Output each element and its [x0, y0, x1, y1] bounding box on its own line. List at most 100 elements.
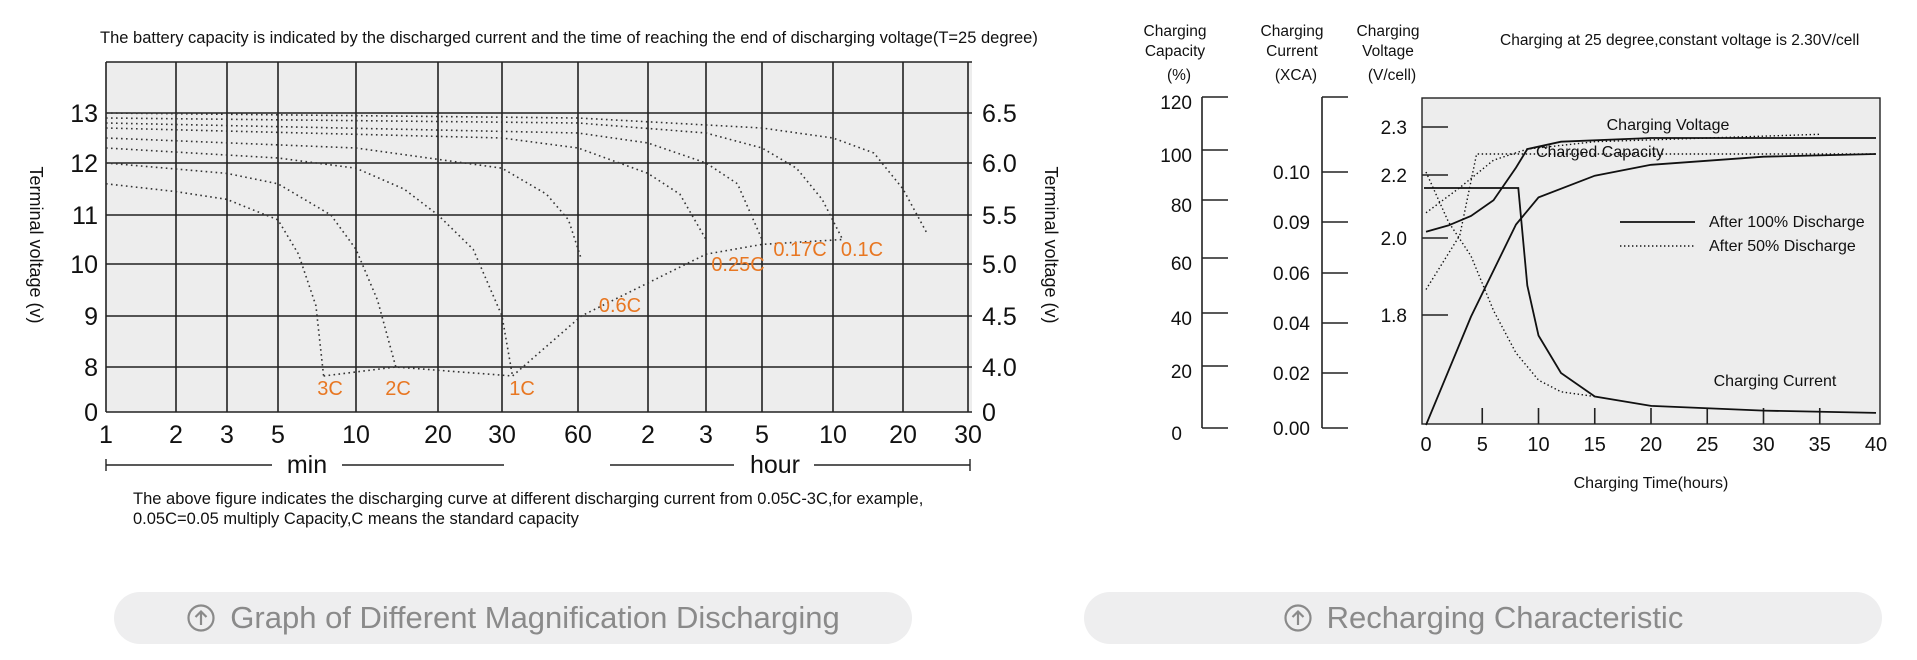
series-label-0-6c: 0.6C — [599, 295, 641, 317]
capacity-tick-label: 80 — [1171, 196, 1192, 217]
x-tick-label: 10 — [1527, 434, 1549, 456]
series-line-3c — [105, 183, 325, 377]
x-tick-label: 40 — [1865, 434, 1887, 456]
axis-header-charging-capacity-line-0: Charging — [1144, 23, 1207, 40]
y-right-tick-label: 6.0 — [982, 150, 1017, 178]
axis-header-charging-capacity-line-1: Capacity — [1145, 43, 1206, 60]
voltage-tick-label: 2.2 — [1381, 166, 1407, 187]
x-tick-label: 20 — [424, 421, 452, 449]
series-line-charged-capacity-100 — [1425, 153, 1877, 426]
series-line-1c — [105, 147, 514, 377]
y-left-tick-label: 9 — [84, 303, 98, 331]
x-axis-title: Charging Time(hours) — [1574, 475, 1729, 492]
y-right-axis-title: Terminal voltage (v) — [1041, 166, 1061, 323]
discharge-chart: The battery capacity is indicated by the… — [26, 29, 1061, 528]
series-label-2c: 2C — [385, 378, 411, 400]
series-line-0-25c — [105, 127, 707, 240]
y-left-tick-label: 13 — [70, 100, 98, 128]
series-line-charging-voltage-100 — [1425, 137, 1876, 233]
y-right-tick-label: 5.0 — [982, 251, 1017, 279]
current-tick-label: 0.02 — [1273, 364, 1310, 385]
axis-header-charging-voltage-line-1: Voltage — [1362, 43, 1414, 60]
series-label-0-17c: 0.17C — [773, 239, 826, 261]
recharge-chart: Charging at 25 degree,constant voltage i… — [1144, 23, 1888, 492]
y-left-tick-label: 11 — [72, 202, 98, 230]
y-right-tick-label: 0 — [982, 399, 996, 427]
series-label-0-25c: 0.25C — [711, 254, 764, 276]
x-tick-label: 0 — [1420, 434, 1431, 456]
x-tick-label: 2 — [641, 421, 655, 449]
axis-header-charging-capacity-line-2: (%) — [1167, 67, 1191, 84]
y-left-tick-label: 12 — [70, 150, 98, 178]
series-label-0-1c: 0.1C — [841, 239, 883, 261]
x-tick-label: 10 — [342, 421, 370, 449]
plot-background — [106, 62, 972, 412]
series-line-charging-voltage-50 — [1425, 133, 1820, 214]
legend-label-after-50-discharge: After 50% Discharge — [1709, 238, 1856, 255]
current-tick-label: 0.10 — [1273, 163, 1310, 184]
x-tick-label: 20 — [889, 421, 917, 449]
chart-stage: The battery capacity is indicated by the… — [26, 23, 1888, 528]
circle-up-arrow-icon — [186, 603, 216, 633]
capacity-tick-label: 20 — [1171, 362, 1192, 383]
end-voltage-line — [323, 238, 843, 377]
x-tick-label: 30 — [1752, 434, 1774, 456]
x-tick-label: 2 — [169, 421, 183, 449]
circle-up-arrow-icon — [1283, 603, 1313, 633]
axis-header-charging-voltage-line-2: (V/cell) — [1368, 67, 1416, 84]
y-left-tick-label: 8 — [84, 354, 98, 382]
axis-header-charging-current-line-2: (XCA) — [1275, 67, 1317, 84]
x-tick-label: 1 — [99, 421, 113, 449]
y-left-axis-title: Terminal voltage (v) — [26, 166, 46, 323]
recharge-characteristic-button[interactable]: Recharging Characteristic — [1084, 592, 1882, 644]
axis-header-charging-current-line-0: Charging — [1261, 23, 1324, 40]
x-tick-label: 30 — [488, 421, 516, 449]
axis-header-charging-voltage-line-0: Charging — [1357, 23, 1420, 40]
y-left-tick-label: 10 — [70, 251, 98, 279]
series-label-1c: 1C — [509, 378, 535, 400]
legend-label-after-100-discharge: After 100% Discharge — [1709, 214, 1865, 231]
capacity-tick-label: 0 — [1171, 424, 1182, 445]
y-right-tick-label: 4.0 — [982, 354, 1017, 382]
voltage-tick-label: 1.8 — [1381, 306, 1407, 327]
current-tick-label: 0.00 — [1273, 419, 1310, 440]
capacity-tick-label: 120 — [1160, 93, 1192, 114]
x-unit-hour: hour — [750, 451, 800, 479]
y-right-tick-label: 5.5 — [982, 202, 1017, 230]
recharge-chart-title: Charging at 25 degree,constant voltage i… — [1500, 32, 1859, 49]
current-tick-label: 0.04 — [1273, 314, 1310, 335]
capacity-tick-label: 60 — [1171, 254, 1192, 275]
x-tick-label: 35 — [1809, 434, 1831, 456]
x-tick-label: 5 — [271, 421, 285, 449]
x-tick-label: 30 — [954, 421, 982, 449]
axis-header-charging-current-line-1: Current — [1266, 43, 1318, 60]
current-tick-label: 0.09 — [1273, 213, 1310, 234]
discharge-graph-label: Graph of Different Magnification Dischar… — [230, 600, 840, 635]
curve-label-charging-voltage: Charging Voltage — [1607, 117, 1730, 134]
x-tick-label: 20 — [1640, 434, 1662, 456]
capacity-tick-label: 100 — [1160, 146, 1192, 167]
footnote-line-2: 0.05C=0.05 multiply Capacity,C means the… — [133, 510, 580, 528]
voltage-tick-label: 2.3 — [1381, 118, 1407, 139]
x-tick-label: 60 — [564, 421, 592, 449]
curve-label-charging-current: Charging Current — [1714, 373, 1837, 390]
curve-label-charged-capacity: Charged Capacity — [1536, 144, 1664, 161]
discharge-graph-button[interactable]: Graph of Different Magnification Dischar… — [114, 592, 912, 644]
x-tick-label: 5 — [755, 421, 769, 449]
recharge-characteristic-label: Recharging Characteristic — [1326, 600, 1684, 635]
x-unit-min: min — [287, 451, 327, 479]
y-left-tick-label: 0 — [84, 399, 98, 427]
x-tick-label: 3 — [699, 421, 713, 449]
discharge-chart-title: The battery capacity is indicated by the… — [100, 29, 1038, 47]
capacity-tick-label: 40 — [1171, 309, 1192, 330]
x-tick-label: 5 — [1477, 434, 1488, 456]
current-tick-label: 0.06 — [1273, 264, 1310, 285]
y-right-tick-label: 4.5 — [982, 303, 1017, 331]
series-line-2c — [105, 162, 397, 368]
x-tick-label: 3 — [220, 421, 234, 449]
voltage-tick-label: 2.0 — [1381, 229, 1407, 250]
x-tick-label: 25 — [1696, 434, 1718, 456]
series-line-charging-current-100 — [1424, 187, 1877, 414]
x-tick-label: 15 — [1584, 434, 1606, 456]
footnote-line-1: The above figure indicates the dischargi… — [133, 490, 923, 508]
